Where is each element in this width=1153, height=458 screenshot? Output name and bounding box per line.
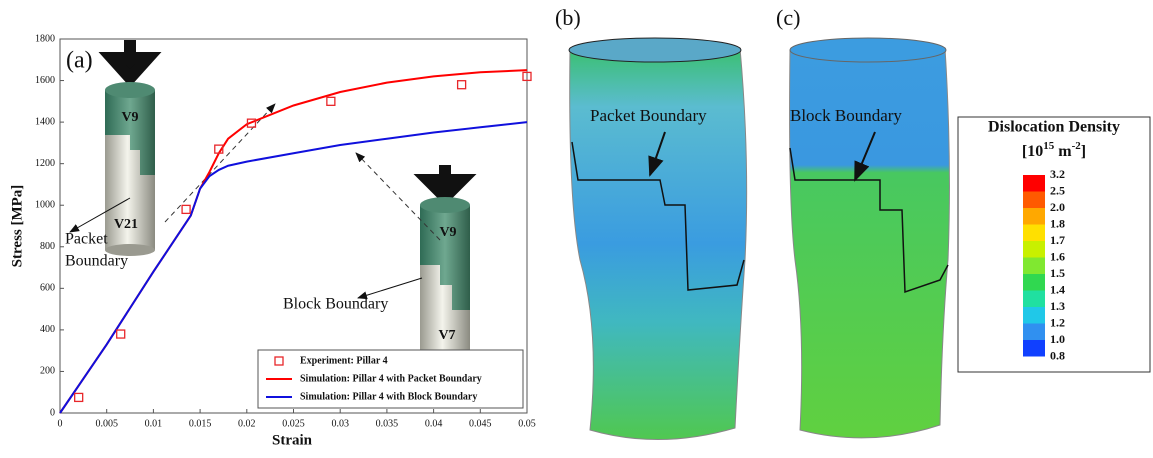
panel-a: V9 V21 Packet Boundary V9 V7 Block Bound… (9, 33, 535, 448)
y-tick-label: 1400 (35, 116, 55, 127)
colorbar-label: 1.7 (1050, 233, 1065, 247)
color-cell (1023, 324, 1045, 341)
x-tick-label: 0.015 (189, 418, 212, 429)
marker (327, 97, 335, 105)
colorbar-label: 1.2 (1050, 315, 1065, 329)
x-tick-label: 0.005 (95, 418, 118, 429)
boundary-label: Block Boundary (283, 296, 388, 313)
panel-b: (b) Packet Boundary (555, 5, 747, 439)
boundary-label: Packet (65, 231, 108, 248)
y-tick-label: 0 (50, 407, 55, 418)
color-cell (1023, 241, 1045, 258)
color-cell (1023, 307, 1045, 324)
colorbar-label: 1.3 (1050, 299, 1065, 313)
y-tick-label: 200 (40, 366, 55, 377)
boundary-label: Boundary (65, 253, 128, 270)
x-tick-label: 0.045 (469, 418, 492, 429)
y-tick-label: 1000 (35, 200, 55, 211)
x-tick-label: 0.01 (145, 418, 163, 429)
unit-part: [10 (1022, 143, 1043, 160)
colorbar-label: 1.8 (1050, 216, 1065, 230)
load-arrow (428, 165, 462, 197)
load-arrow (112, 40, 148, 78)
y-tick-label: 1600 (35, 75, 55, 86)
colorbar-label: 1.5 (1050, 266, 1065, 280)
color-cell (1023, 192, 1045, 209)
legend-label: Experiment: Pillar 4 (300, 355, 388, 366)
marker (75, 393, 83, 401)
pillar-top (569, 38, 741, 62)
color-cell (1023, 175, 1045, 192)
colorbar-label: 1.4 (1050, 282, 1065, 296)
legend-label: Simulation: Pillar 4 with Block Boundary (300, 391, 477, 402)
marker (182, 205, 190, 213)
y-tick-label: 400 (40, 324, 55, 335)
grain-label: V7 (438, 328, 455, 343)
y-tick-label: 800 (40, 241, 55, 252)
y-tick-label: 1200 (35, 158, 55, 169)
colorbar-label: 3.2 (1050, 167, 1065, 181)
x-axis-label: Strain (272, 432, 313, 448)
pillar-top (790, 38, 946, 62)
colorbar-label: 0.8 (1050, 348, 1065, 362)
color-cell (1023, 258, 1045, 275)
panel-c: (c) Block Boundary (776, 5, 949, 438)
grain-label: V9 (439, 225, 456, 240)
annotation: Block Boundary (790, 106, 902, 125)
marker (458, 81, 466, 89)
annotation: Packet Boundary (590, 106, 707, 125)
color-cell (1023, 291, 1045, 308)
panel-label: (a) (66, 48, 93, 74)
unit-part: ] (1081, 143, 1086, 160)
x-tick-label: 0.05 (518, 418, 536, 429)
cylinder-top (105, 82, 155, 98)
figure: V9 V21 Packet Boundary V9 V7 Block Bound… (0, 0, 1153, 453)
colorbar-label: 2.0 (1050, 200, 1065, 214)
x-tick-label: 0.04 (425, 418, 443, 429)
grain-label: V9 (121, 110, 138, 125)
panel-label: (b) (555, 5, 581, 30)
unit-part: 15 (1043, 140, 1055, 152)
x-tick-label: 0 (58, 418, 63, 429)
dashed-arrow (165, 104, 275, 222)
color-cell (1023, 340, 1045, 357)
grain-label: V21 (114, 217, 138, 232)
y-axis-label: Stress [MPa] (9, 185, 25, 268)
y-tick-label: 1800 (35, 33, 55, 44)
x-tick-label: 0.025 (282, 418, 305, 429)
cylinder-top (420, 197, 470, 213)
y-tick-label: 600 (40, 283, 55, 294)
x-tick-label: 0.035 (376, 418, 399, 429)
color-cell (1023, 225, 1045, 242)
color-cell (1023, 274, 1045, 291)
color-cell (1023, 208, 1045, 225)
colorbar-label: 1.6 (1050, 249, 1065, 263)
x-tick-label: 0.02 (238, 418, 256, 429)
marker (117, 330, 125, 338)
x-tick-label: 0.03 (331, 418, 349, 429)
colorbar-title: Dislocation Density (988, 119, 1120, 136)
panel-label: (c) (776, 5, 800, 30)
dashed-arrow (356, 153, 440, 240)
colorbar-label: 1.0 (1050, 332, 1065, 346)
colorbar-label: 2.5 (1050, 183, 1065, 197)
unit-part: m (1054, 143, 1072, 160)
legend-label: Simulation: Pillar 4 with Packet Boundar… (300, 373, 482, 384)
colorbar: Dislocation Density [1015 m-2] 3.22.52.0… (958, 117, 1150, 372)
